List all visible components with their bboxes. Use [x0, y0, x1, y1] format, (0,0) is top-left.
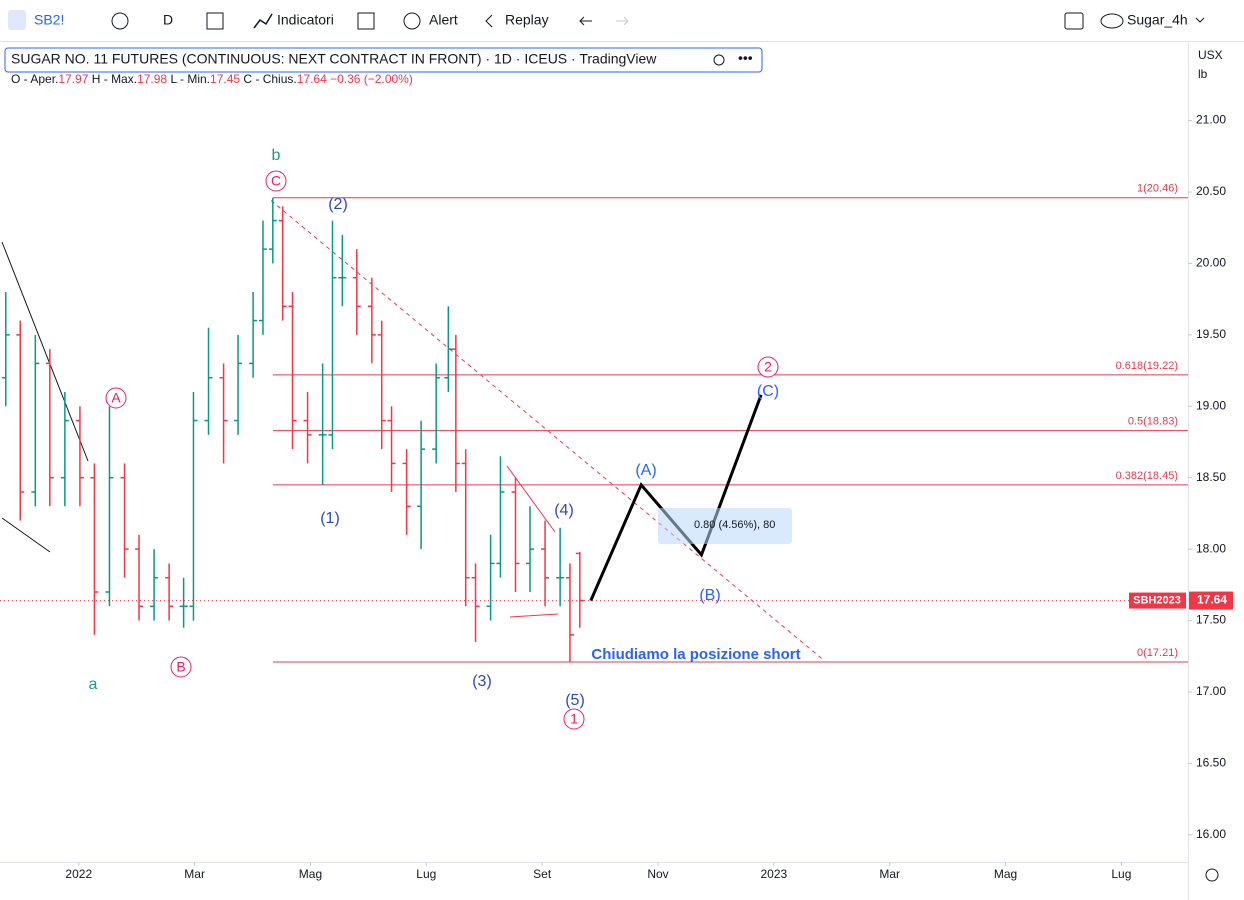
fib-label: 1(20.46): [1137, 183, 1178, 195]
symbol-tag: [1129, 592, 1186, 609]
wave-label: (4): [554, 502, 574, 519]
x-tick-label: Lug: [416, 867, 436, 881]
legend-change: −0.36 (−2.00%): [330, 72, 413, 86]
measure-box: [658, 508, 792, 544]
replay-icon[interactable]: [485, 14, 493, 28]
legend-label: O - Aper.: [11, 72, 58, 86]
legend-value: 17.98: [137, 72, 167, 86]
alert-icon[interactable]: [403, 12, 421, 30]
trendline: [270, 200, 823, 660]
y-tick-label: 16.50: [1196, 756, 1226, 770]
indicators[interactable]: Indicatori: [277, 12, 334, 28]
fib-label: 0.5(18.83): [1128, 415, 1178, 427]
x-tick-label: 2023: [760, 867, 787, 881]
more[interactable]: •••: [738, 50, 753, 66]
undo[interactable]: [579, 16, 592, 26]
add-symbol[interactable]: [111, 12, 129, 30]
wave-label: (A): [635, 462, 656, 479]
measure-label: 0.80 (4.56%), 80: [694, 519, 775, 531]
x-tick-label: Nov: [647, 867, 668, 881]
symbol[interactable]: SB2!: [34, 12, 64, 28]
alert[interactable]: Alert: [429, 12, 458, 28]
y-tick-label: 17.00: [1196, 684, 1226, 698]
ohlc-legend: O - Aper.17.97 H - Max.17.98 L - Min.17.…: [11, 72, 413, 86]
x-tick-label: Mar: [184, 867, 205, 881]
y-tick-label: 19.00: [1196, 398, 1226, 412]
drawn-line: [1, 241, 89, 462]
triangle-line: [506, 465, 556, 533]
cloud-icon[interactable]: [1100, 13, 1124, 29]
wave-circle: [563, 708, 585, 730]
wave-label: a: [89, 676, 98, 693]
legend-label: H - Max.: [92, 72, 137, 86]
wave-label: C: [271, 173, 281, 189]
symbol-tag-label: SBH2023: [1133, 594, 1181, 606]
wave-label: B: [176, 659, 185, 675]
wave-label: (3): [472, 673, 492, 690]
indicators-icon[interactable]: [253, 13, 273, 29]
bar-style[interactable]: [206, 12, 224, 30]
fib-label: 0.618(19.22): [1116, 360, 1178, 372]
wave-label: (C): [757, 383, 779, 400]
layout-name[interactable]: Sugar_4h: [1127, 12, 1188, 28]
y-tick-label: 19.50: [1196, 327, 1226, 341]
wave-circle: [265, 170, 287, 192]
y-tick-label: 17.50: [1196, 613, 1226, 627]
y-tick-label: 20.50: [1196, 184, 1226, 198]
x-tick-label: 2022: [65, 867, 92, 881]
wave-circle: [105, 387, 127, 409]
wave-label: (5): [565, 692, 585, 709]
wave-circle: [757, 356, 779, 378]
price-tag: [1189, 591, 1233, 610]
y-tick-label: 18.00: [1196, 541, 1226, 555]
visibility[interactable]: [713, 54, 725, 66]
x-tick-label: Set: [533, 867, 552, 881]
symbol-icon[interactable]: [8, 10, 26, 30]
wave-label: (2): [328, 196, 348, 213]
legend-value: 17.97: [58, 72, 88, 86]
wave-label: (1): [320, 510, 340, 527]
unit[interactable]: lb: [1198, 67, 1208, 81]
wave-label: A: [111, 390, 121, 406]
currency[interactable]: USX: [1198, 48, 1223, 62]
x-tick-label: Mar: [879, 867, 900, 881]
templates[interactable]: [357, 12, 375, 30]
replay[interactable]: Replay: [505, 12, 549, 28]
wave-label: 1: [570, 711, 578, 727]
wave-circle: [170, 656, 192, 678]
legend-value: 17.64: [297, 72, 327, 86]
drawn-line: [1, 517, 51, 553]
redo[interactable]: [616, 16, 629, 26]
interval[interactable]: D: [163, 12, 173, 28]
y-tick-label: 21.00: [1196, 113, 1226, 127]
y-tick-label: 18.50: [1196, 470, 1226, 484]
legend-title: SUGAR NO. 11 FUTURES (CONTINUOUS: NEXT C…: [11, 51, 657, 67]
fullscreen[interactable]: [1064, 12, 1084, 30]
x-tick-label: Mag: [994, 867, 1017, 881]
y-tick-label: 16.00: [1196, 827, 1226, 841]
projection: [589, 394, 763, 602]
wave-label: 2: [764, 359, 772, 375]
legend-value: 17.45: [210, 72, 240, 86]
fib-label: 0.382(18.45): [1116, 470, 1178, 482]
legend-label: L - Min.: [170, 72, 210, 86]
wave-label: (B): [699, 587, 720, 604]
fib-label: 0(17.21): [1137, 647, 1178, 659]
layout-menu[interactable]: [1195, 17, 1205, 23]
price-tag-label: 17.64: [1197, 593, 1227, 607]
x-tick-label: Lug: [1111, 867, 1131, 881]
wave-label: b: [272, 147, 281, 164]
settings[interactable]: [1205, 868, 1219, 882]
y-tick-label: 20.00: [1196, 256, 1226, 270]
legend-label: C - Chius.: [243, 72, 296, 86]
wave-label: Chiudiamo la posizione short: [591, 646, 800, 663]
triangle-line: [509, 613, 559, 618]
legend-box: [4, 47, 763, 73]
x-tick-label: Mag: [299, 867, 322, 881]
